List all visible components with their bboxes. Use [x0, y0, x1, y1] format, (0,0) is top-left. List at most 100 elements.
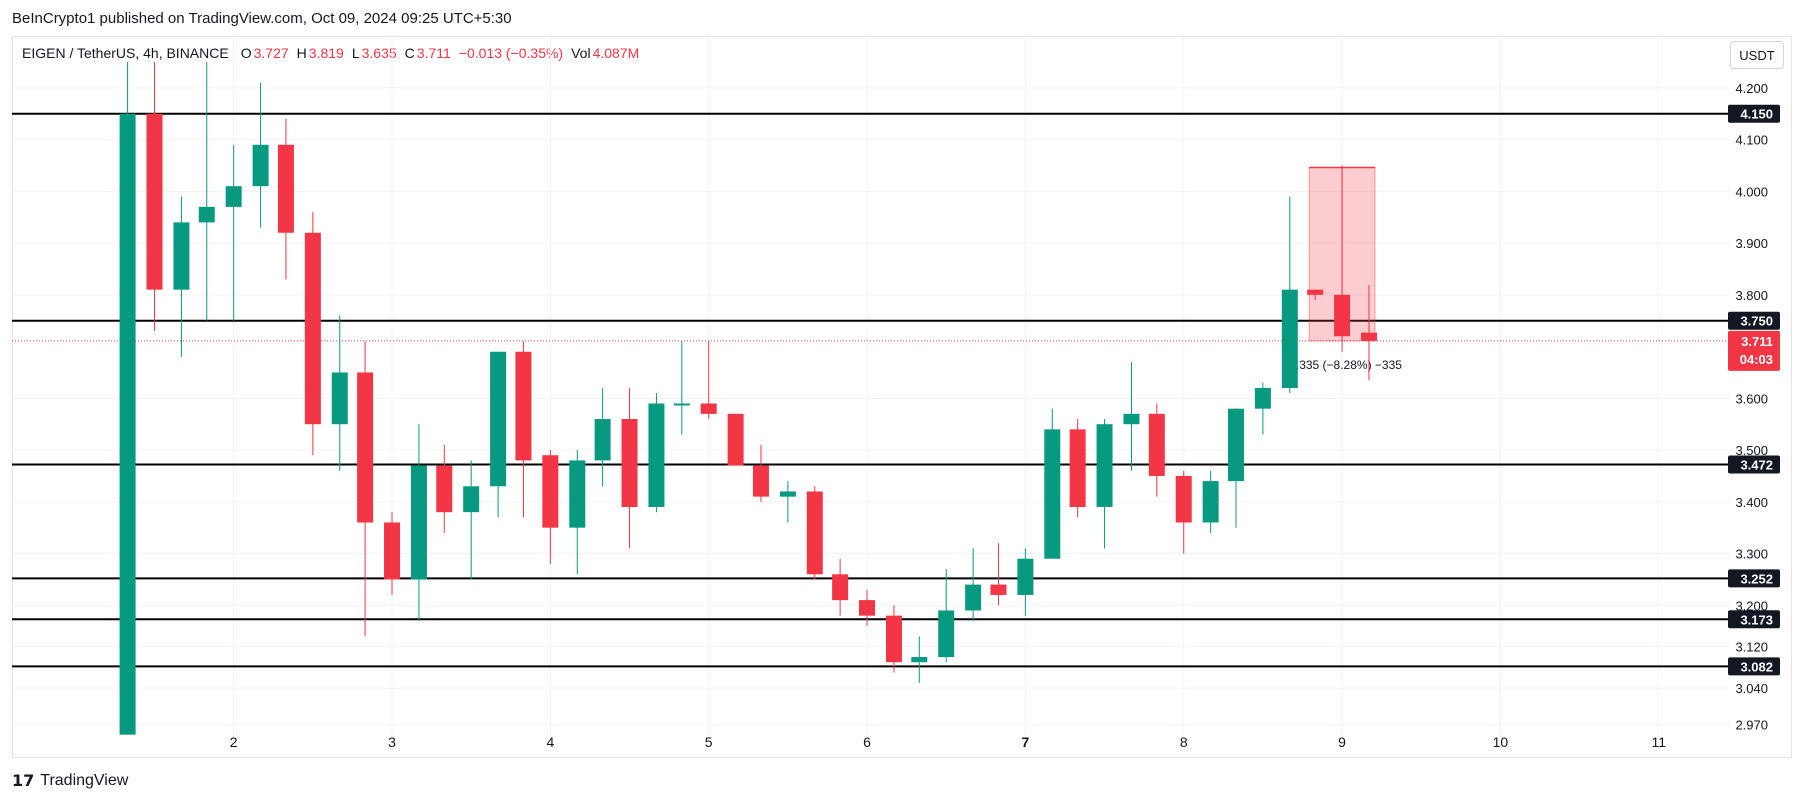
- candle-body: [1123, 413, 1140, 425]
- level-label: 3.472: [1740, 458, 1773, 473]
- candle-body: [410, 465, 427, 580]
- candle-body: [225, 186, 242, 207]
- close-label: C: [404, 45, 415, 61]
- candle-body: [911, 657, 928, 663]
- candle-body: [304, 232, 321, 425]
- countdown-label: 04:03: [1740, 352, 1773, 367]
- y-axis: 4.200 4.100 4.000 3.900 3.800 3.600 3.500 3.400…: [1735, 81, 1768, 732]
- level-badge: [1728, 311, 1780, 330]
- x-tick-label: 4: [546, 734, 554, 750]
- level-badge: [1728, 455, 1780, 474]
- x-tick-label: 9: [1338, 734, 1346, 750]
- candle-body: [885, 615, 902, 663]
- candle-body: [1254, 387, 1271, 409]
- level-label: 3.252: [1740, 571, 1773, 586]
- candle-body: [1069, 429, 1086, 507]
- x-tick-label: 6: [863, 734, 871, 750]
- candle-body: [119, 113, 136, 735]
- y-tick-label: 3.800: [1735, 288, 1768, 303]
- tradingview-logo-icon: 17: [12, 771, 35, 790]
- y-tick-label: 4.100: [1735, 133, 1768, 148]
- candle-body: [490, 351, 507, 487]
- candle-body: [277, 144, 294, 233]
- x-tick-label: 7: [1021, 734, 1029, 750]
- low-label: L: [351, 45, 360, 61]
- open-label: O: [240, 45, 252, 61]
- y-tick-label: 4.200: [1735, 81, 1768, 96]
- y-tick-label: 3.500: [1735, 443, 1768, 458]
- current-price-label: 3.711: [1741, 334, 1773, 349]
- y-tick-label: 3.600: [1735, 391, 1768, 406]
- tradingview-brand[interactable]: 17 TradingView: [12, 771, 128, 790]
- y-tick-label: 3.900: [1735, 236, 1768, 251]
- level-badge: [1728, 657, 1780, 676]
- candle-body: [1360, 332, 1377, 341]
- candle-body: [779, 491, 796, 497]
- level-badge: [1728, 569, 1780, 588]
- current-price-badge: [1728, 330, 1780, 371]
- y-tick-label: 3.300: [1735, 547, 1768, 562]
- candle-body: [173, 222, 190, 290]
- candle-body: [806, 491, 823, 575]
- level-badge: [1728, 610, 1780, 629]
- candle-body: [357, 372, 374, 523]
- x-tick-label: 11: [1651, 734, 1666, 750]
- candle-body: [990, 584, 1007, 595]
- candle-body: [832, 574, 849, 601]
- x-axis: 2 3 4 5 6 7 8 9 10 11: [230, 734, 1666, 750]
- candle-body: [1202, 481, 1219, 523]
- candle-body: [648, 403, 665, 507]
- candle-body: [384, 522, 401, 580]
- y-tick-label: 3.400: [1735, 495, 1768, 510]
- grid-lines: [12, 37, 1730, 738]
- candle-body: [673, 403, 690, 406]
- candle-body: [1096, 424, 1113, 507]
- candle-body: [859, 600, 876, 616]
- low-value: 3.635: [361, 45, 397, 61]
- x-tick-label: 8: [1180, 734, 1188, 750]
- candle-body: [621, 419, 638, 507]
- close-value: 3.711: [416, 45, 451, 61]
- publisher-line: BeInCrypto1 published on TradingView.com…: [12, 10, 512, 27]
- candle-body: [515, 351, 532, 461]
- candle-body: [938, 610, 955, 658]
- x-tick-label: 3: [388, 734, 396, 750]
- open-value: 3.727: [253, 45, 289, 61]
- horizontal-levels: [12, 112, 1730, 668]
- level-label: 3.750: [1740, 314, 1773, 329]
- candle-body: [727, 413, 744, 466]
- candle-body: [1334, 294, 1351, 337]
- measure-label: −0.335 (−8.28%) −335: [1282, 358, 1402, 372]
- change-value: −0.013 (−0.35%): [458, 45, 564, 61]
- brand-name: TradingView: [40, 771, 129, 789]
- y-tick-label: 3.200: [1735, 598, 1768, 613]
- y-tick-label: 3.040: [1735, 681, 1768, 696]
- high-label: H: [296, 45, 307, 61]
- high-value: 3.819: [308, 45, 344, 61]
- candle-body: [463, 486, 480, 513]
- symbol-legend: EIGEN / TetherUS, 4h, BINANCE O 3.727 H 3.81…: [22, 45, 647, 61]
- candle-body: [1227, 408, 1244, 482]
- candles: [119, 62, 1377, 735]
- candle-body: [700, 403, 717, 414]
- candle-body: [1044, 429, 1061, 559]
- symbol-name[interactable]: EIGEN / TetherUS, 4h, BINANCE: [22, 45, 229, 61]
- candle-body: [252, 144, 269, 187]
- candle-body: [436, 465, 453, 513]
- currency-button[interactable]: USDT: [1730, 41, 1784, 69]
- candle-body: [1281, 289, 1298, 388]
- candle-body: [594, 419, 611, 461]
- candle-body: [542, 455, 559, 528]
- candle-body: [1148, 413, 1165, 476]
- level-label: 3.173: [1740, 612, 1773, 627]
- y-tick-label: 4.000: [1735, 184, 1768, 199]
- candle-body: [752, 465, 769, 497]
- y-tick-label: 3.120: [1735, 640, 1768, 655]
- chart-frame: [12, 36, 1792, 758]
- candle-body: [569, 460, 586, 528]
- candle-body: [965, 584, 982, 611]
- y-tick-label: 2.970: [1735, 717, 1768, 732]
- candle-body: [1175, 475, 1192, 523]
- candle-body: [198, 206, 215, 223]
